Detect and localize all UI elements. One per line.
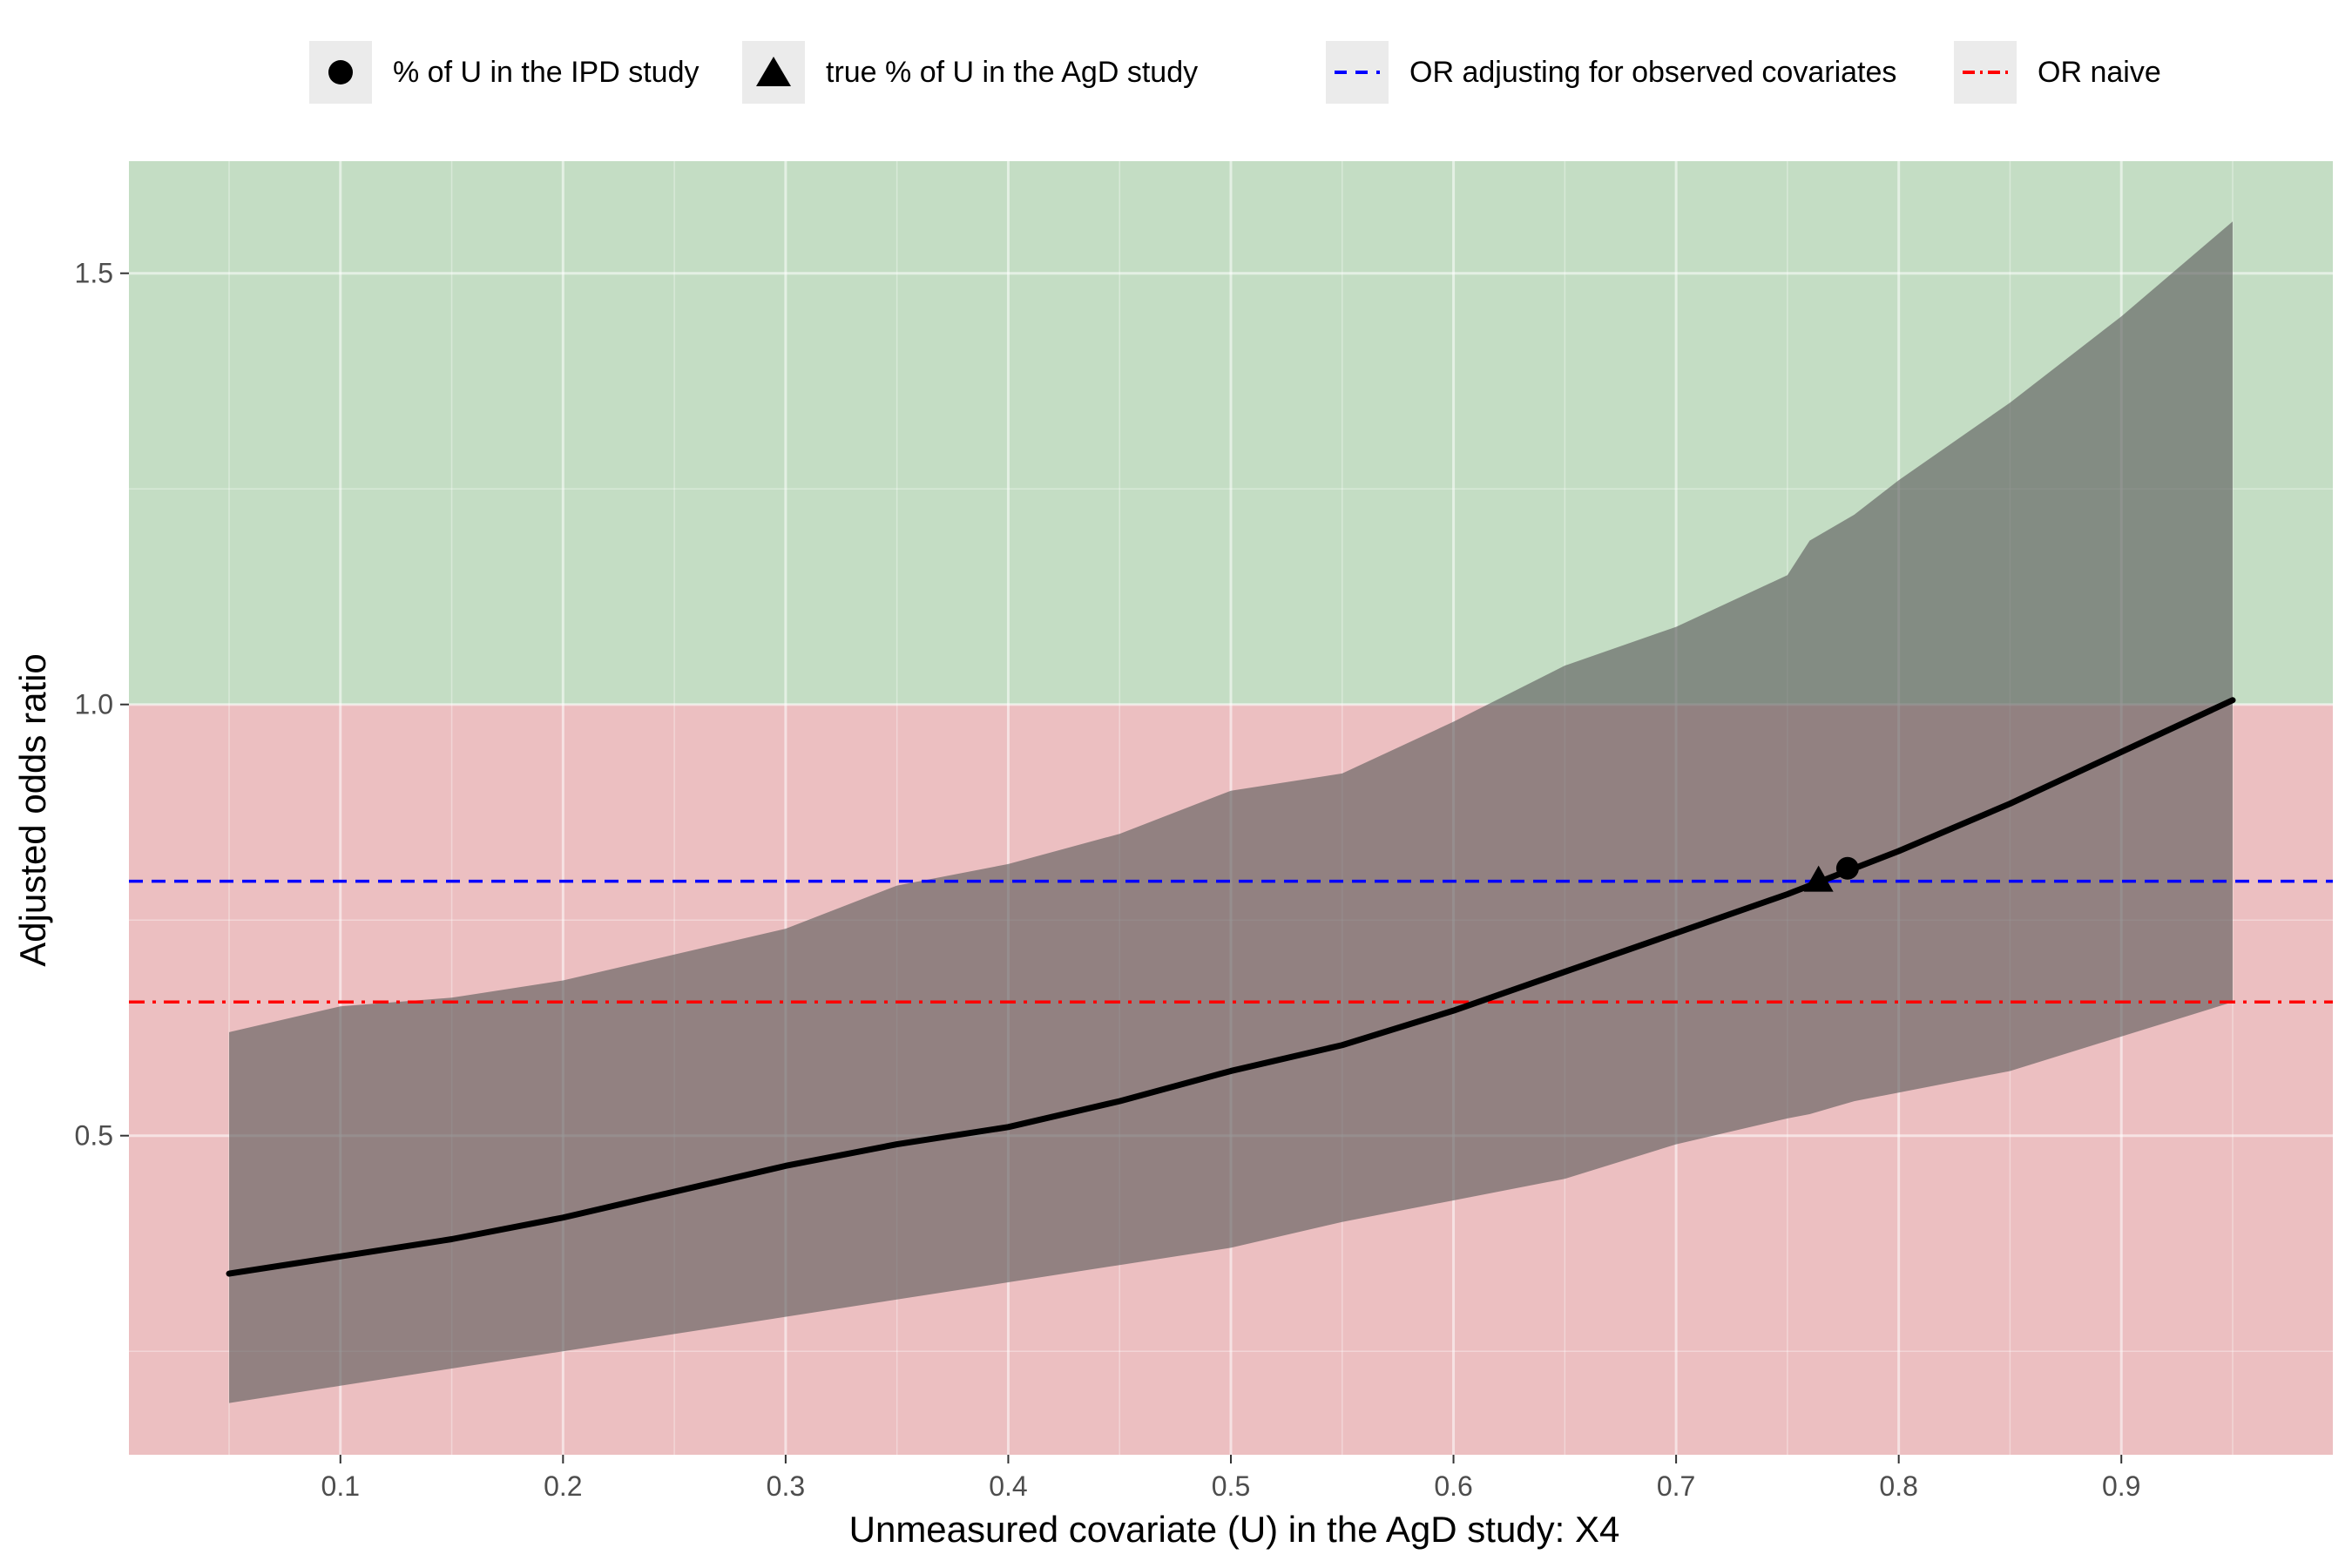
x-tick-label: 0.8	[1879, 1470, 1917, 1502]
y-tick-label: 1.0	[75, 689, 113, 720]
confidence-band	[229, 221, 2233, 1403]
x-tick-label: 0.3	[767, 1470, 805, 1502]
axes: 0.1 0.2 0.3 0.4 0.5 0.6 0.7 0.8 0.9 0.5 1.0 1.5	[75, 258, 2141, 1502]
legend-key-dotdash-line-icon	[1954, 41, 2017, 104]
estimate-line	[226, 697, 2236, 1277]
legend-item-ipd: % of U in the IPD study	[309, 41, 700, 104]
x-tick-label: 0.9	[2102, 1470, 2140, 1502]
reference-lines	[129, 879, 2333, 1004]
legend: % of U in the IPD study true % of U in t…	[0, 26, 2352, 122]
point-agd-triangle	[1803, 865, 1834, 892]
legend-item-agd: true % of U in the AgD study	[742, 41, 1199, 104]
legend-key-circle-icon	[309, 41, 372, 104]
x-tick-label: 0.5	[1212, 1470, 1250, 1502]
y-tick-label: 0.5	[75, 1120, 113, 1152]
x-tick-label: 0.7	[1657, 1470, 1695, 1502]
legend-label-ipd: % of U in the IPD study	[393, 55, 700, 89]
estimate-line-path	[226, 697, 2236, 1277]
legend-key-triangle-icon	[742, 41, 805, 104]
legend-item-naive: OR naive	[1954, 41, 2161, 104]
x-tick-label: 0.2	[544, 1470, 582, 1502]
marker-points	[1803, 856, 1859, 892]
legend-label-naive: OR naive	[2038, 55, 2161, 89]
x-axis-title: Unmeasured covariate (U) in the AgD stud…	[849, 1509, 1620, 1550]
ci-band-area	[229, 221, 2233, 1403]
legend-key-dashed-line-icon	[1326, 41, 1389, 104]
y-tick-label: 1.5	[75, 258, 113, 289]
x-tick-label: 0.1	[321, 1470, 360, 1502]
point-ipd-circle	[1835, 856, 1859, 880]
x-tick-label: 0.6	[1434, 1470, 1472, 1502]
legend-label-adjusted: OR adjusting for observed covariates	[1409, 55, 1897, 89]
legend-item-adjusted: OR adjusting for observed covariates	[1326, 41, 1897, 104]
legend-label-agd: true % of U in the AgD study	[826, 55, 1199, 89]
y-axis-title: Adjusted odds ratio	[12, 653, 53, 967]
x-tick-label: 0.4	[989, 1470, 1027, 1502]
